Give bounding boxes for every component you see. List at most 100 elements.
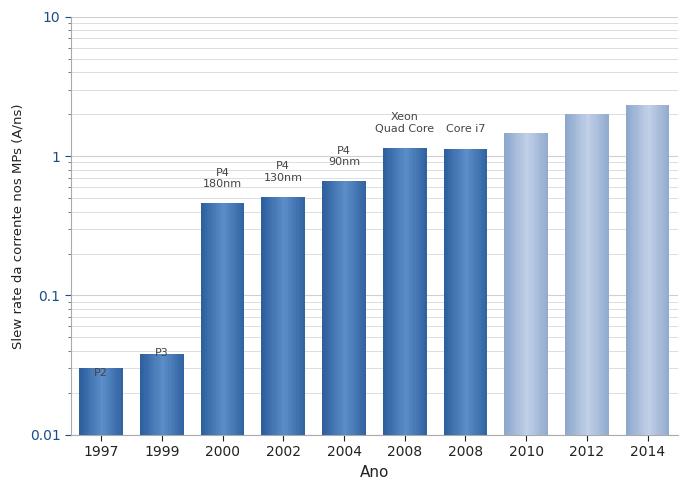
Bar [261,197,264,435]
Bar [413,148,415,435]
Bar [533,133,535,435]
Bar [535,133,537,435]
Bar [105,368,107,435]
Bar [340,181,342,435]
Bar [88,368,90,435]
Bar [479,149,481,435]
Bar [357,181,359,435]
Bar [171,354,173,435]
Bar [513,133,515,435]
Bar [236,203,238,435]
Bar [420,148,422,435]
Bar [327,181,329,435]
Bar [229,203,232,435]
Bar [81,368,83,435]
Text: P4
90nm: P4 90nm [328,146,360,167]
X-axis label: Ano: Ano [360,465,389,480]
Bar [572,114,574,435]
Bar [468,149,470,435]
Bar [517,133,520,435]
Bar [459,149,461,435]
Bar [79,368,81,435]
Bar [463,149,465,435]
Bar [285,197,288,435]
Bar [444,149,446,435]
Bar [628,106,630,435]
Bar [147,354,149,435]
Bar [349,181,351,435]
Bar [288,197,290,435]
Bar [524,133,526,435]
Y-axis label: Slew rate da corrente nos MPs (A/ns): Slew rate da corrente nos MPs (A/ns) [11,103,24,349]
Bar [99,368,101,435]
Bar [461,149,463,435]
Bar [331,181,333,435]
Bar [415,148,418,435]
Bar [359,181,362,435]
Bar [404,148,407,435]
Bar [364,181,366,435]
Bar [329,181,331,435]
Bar [654,106,657,435]
Bar [279,197,281,435]
Bar [643,106,646,435]
Bar [481,149,483,435]
Bar [665,106,667,435]
Bar [452,149,455,435]
Bar [576,114,578,435]
Bar [515,133,517,435]
Bar [301,197,303,435]
Bar [591,114,593,435]
Bar [598,114,600,435]
Bar [175,354,177,435]
Bar [569,114,572,435]
Bar [409,148,411,435]
Bar [149,354,151,435]
Bar [652,106,654,435]
Bar [277,197,279,435]
Bar [504,133,506,435]
Bar [296,197,298,435]
Text: P2: P2 [94,368,108,378]
Bar [411,148,413,435]
Bar [520,133,522,435]
Bar [457,149,459,435]
Bar [667,106,670,435]
Bar [83,368,86,435]
Bar [389,148,391,435]
Bar [155,354,158,435]
Bar [657,106,659,435]
Bar [177,354,179,435]
Bar [218,203,220,435]
Bar [394,148,396,435]
Bar [238,203,240,435]
Bar [179,354,182,435]
Text: P3: P3 [155,348,169,357]
Bar [602,114,604,435]
Bar [663,106,665,435]
Bar [223,203,225,435]
Bar [266,197,268,435]
Bar [391,148,394,435]
Bar [542,133,544,435]
Bar [205,203,207,435]
Bar [342,181,344,435]
Bar [298,197,301,435]
Bar [90,368,92,435]
Bar [281,197,283,435]
Bar [506,133,508,435]
Bar [107,368,110,435]
Bar [270,197,272,435]
Bar [446,149,448,435]
Bar [385,148,387,435]
Bar [168,354,171,435]
Bar [574,114,576,435]
Bar [485,149,487,435]
Bar [322,181,325,435]
Bar [151,354,153,435]
Bar [511,133,513,435]
Bar [232,203,234,435]
Bar [351,181,353,435]
Bar [593,114,595,435]
Bar [639,106,641,435]
